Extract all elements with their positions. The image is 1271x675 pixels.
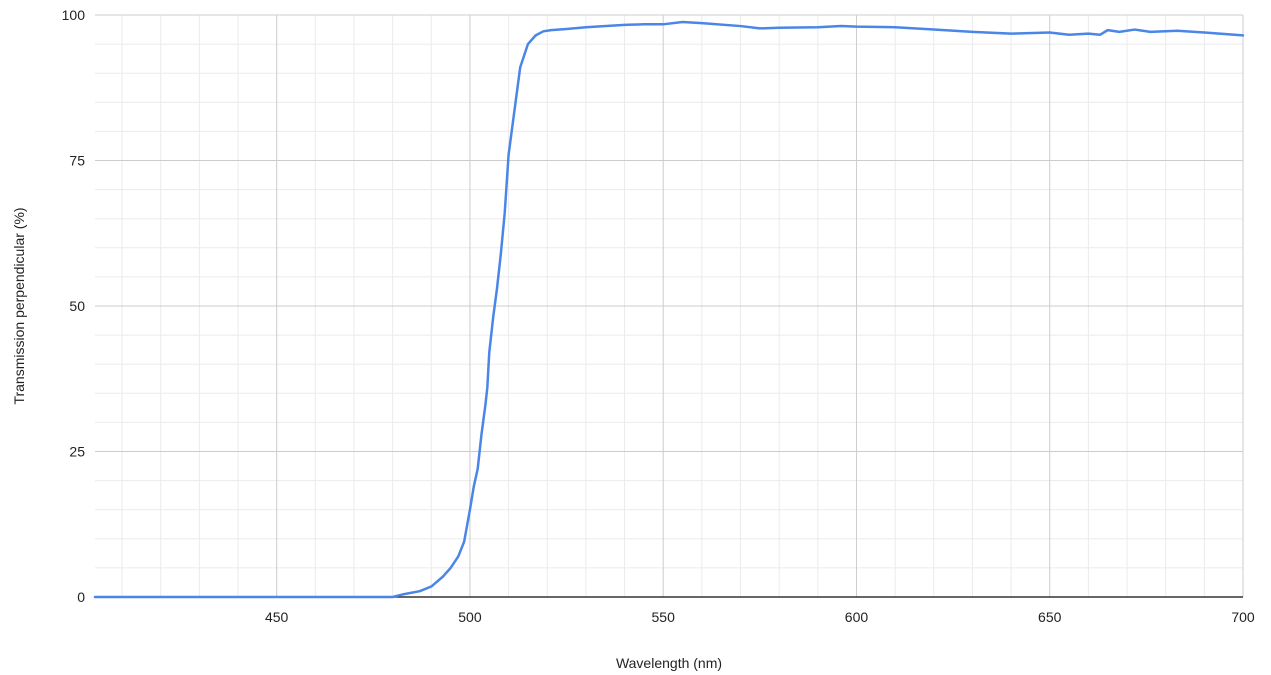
x-tick-label: 600 — [845, 609, 869, 625]
x-tick-label: 650 — [1038, 609, 1062, 625]
y-tick-label: 0 — [77, 589, 85, 605]
series-layer — [93, 20, 1245, 599]
x-tick-label: 700 — [1231, 609, 1255, 625]
y-axis-title: Transmission perpendicular (%) — [11, 207, 27, 404]
grid — [95, 14, 1244, 597]
y-tick-label: 100 — [62, 7, 86, 23]
x-axis-title: Wavelength (nm) — [616, 655, 722, 671]
tick-labels: 450 500 550 600 650 700 0 25 50 75 100 — [62, 7, 1255, 625]
y-tick-label: 50 — [69, 298, 85, 314]
x-tick-label: 500 — [458, 609, 482, 625]
x-tick-label: 450 — [265, 609, 289, 625]
y-tick-label: 25 — [69, 444, 85, 460]
series-line — [93, 20, 1245, 599]
y-tick-label: 75 — [69, 153, 85, 169]
x-tick-label: 550 — [652, 609, 676, 625]
